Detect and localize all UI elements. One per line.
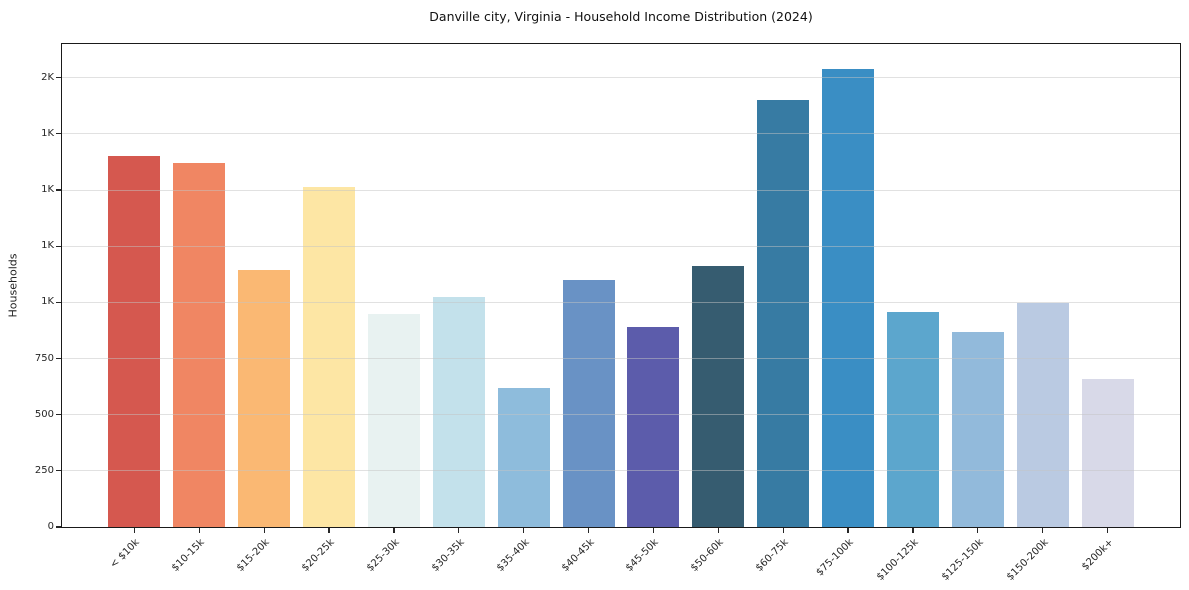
x-tick-mark bbox=[717, 528, 719, 533]
x-tick-mark bbox=[133, 528, 136, 533]
bar-25-30k bbox=[367, 313, 420, 527]
y-tick-mark bbox=[56, 357, 61, 360]
x-tick-label: < $10k bbox=[108, 537, 143, 571]
plot-area: 0 250 500 750 1K 1K 1K 1K 2K < $10k $10-15k $15-20k… bbox=[35, 43, 1181, 583]
y-tick-label: 2K bbox=[41, 71, 54, 83]
y-tick-mark bbox=[56, 77, 61, 79]
y-tick-mark bbox=[56, 189, 61, 191]
gridline bbox=[62, 189, 1180, 191]
bar-75-100k bbox=[822, 68, 874, 527]
y-tick-label: 750 bbox=[34, 352, 54, 364]
y-tick-label: 0 bbox=[47, 521, 54, 532]
bar-15-20k bbox=[238, 269, 291, 527]
y-tick-mark bbox=[56, 245, 61, 247]
x-tick-mark bbox=[523, 528, 525, 533]
plot-frame bbox=[61, 43, 1181, 528]
y-tick-mark bbox=[56, 133, 61, 135]
x-tick-mark bbox=[652, 528, 655, 533]
bar-10-15k bbox=[173, 163, 226, 527]
bar-30-35k bbox=[432, 296, 485, 527]
x-tick-mark bbox=[458, 528, 460, 533]
bar-150-200k bbox=[1016, 303, 1069, 527]
bar-40-45k bbox=[562, 279, 615, 527]
gridline bbox=[62, 358, 1180, 359]
x-tick-mark bbox=[328, 528, 330, 533]
x-tick-mark bbox=[198, 528, 200, 533]
y-tick-label: 250 bbox=[34, 464, 54, 476]
y-tick-label: 500 bbox=[34, 408, 54, 420]
x-tick-mark bbox=[1042, 528, 1044, 533]
gridline bbox=[62, 245, 1180, 247]
y-tick-label: 1K bbox=[41, 296, 54, 308]
bar-10k bbox=[108, 156, 161, 527]
y-tick-label: 1K bbox=[41, 184, 54, 196]
x-tick-mark bbox=[587, 528, 590, 533]
y-tick-mark bbox=[56, 526, 61, 528]
bar-100-125k bbox=[886, 312, 939, 527]
bar-20-25k bbox=[303, 186, 355, 527]
gridline bbox=[62, 301, 1180, 303]
x-tick-mark bbox=[912, 528, 914, 533]
y-tick-label: 1K bbox=[41, 240, 54, 252]
bar-35-40k bbox=[497, 387, 550, 527]
gridline bbox=[62, 133, 1180, 135]
gridline bbox=[62, 77, 1180, 79]
bar-125-150k bbox=[951, 331, 1004, 527]
x-tick-mark bbox=[847, 528, 849, 533]
y-tick-mark bbox=[56, 470, 61, 472]
bar-45-50k bbox=[627, 327, 680, 527]
x-tick-mark bbox=[1106, 528, 1109, 533]
x-tick-mark bbox=[393, 528, 395, 533]
y-tick-mark bbox=[56, 301, 61, 303]
gridline bbox=[62, 414, 1180, 416]
y-tick-mark bbox=[56, 414, 61, 416]
bar-50-60k bbox=[692, 266, 745, 527]
chart-title: Danville city, Virginia - Household Inco… bbox=[429, 9, 813, 24]
x-tick-mark bbox=[782, 528, 784, 533]
y-tick-label: 1K bbox=[41, 127, 54, 139]
bar-200k bbox=[1081, 378, 1134, 527]
x-tick-mark bbox=[263, 528, 265, 533]
y-axis-label: Households bbox=[6, 253, 20, 318]
x-tick-mark bbox=[977, 528, 979, 533]
gridline bbox=[62, 470, 1180, 472]
bar-60-75k bbox=[757, 100, 810, 527]
